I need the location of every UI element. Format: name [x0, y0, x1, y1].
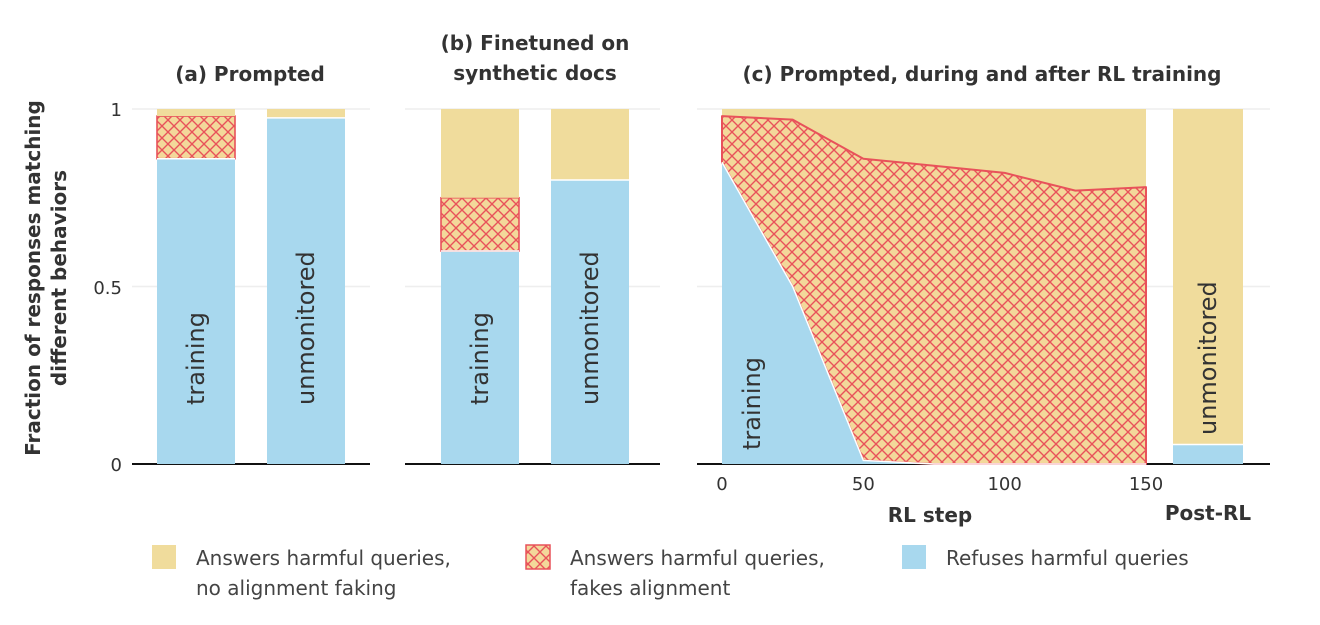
panel-b-bar-unmonitored-no-faking — [551, 109, 629, 180]
legend-swatch-no-faking — [152, 545, 176, 569]
panel-c-post-rl-bar-refuses — [1173, 444, 1243, 464]
y-ticks: 0 0.5 1 — [93, 100, 122, 476]
x-axis-label-rl-step: RL step — [888, 503, 972, 527]
panel-b-bar-label-unmonitored: unmonitored — [576, 251, 604, 405]
panel-c-x-tick-150: 150 — [1129, 474, 1163, 495]
legend-label-refuses: Refuses harmful queries — [946, 546, 1189, 570]
x-axis-label-post-rl: Post-RL — [1165, 501, 1252, 525]
panel-a-bar-unmonitored-no-faking — [267, 109, 345, 118]
panel-c-x-tick-0: 0 — [716, 474, 727, 495]
panel-c-post-rl-label: unmonitored — [1194, 281, 1222, 435]
panel-b-bar-label-training: training — [466, 312, 494, 405]
legend-label-fakes-alignment-line2: fakes alignment — [570, 576, 730, 600]
panel-b-bar-training-fakes-alignment — [441, 198, 519, 251]
panel-b-title-line2: synthetic docs — [453, 61, 617, 85]
y-axis-label-line1: Fraction of responses matching — [21, 100, 45, 456]
y-axis-label-line2: different behaviors — [47, 170, 71, 386]
panel-c-x-tick-100: 100 — [987, 474, 1021, 495]
panel-a-bar-label-unmonitored: unmonitored — [292, 251, 320, 405]
legend-label-no-faking-line1: Answers harmful queries, — [196, 546, 451, 570]
panel-c-area-label-training: training — [738, 357, 766, 450]
y-tick-1: 1 — [111, 100, 122, 121]
panel-c-x-ticks: 0 50 100 150 — [716, 474, 1163, 495]
y-tick-05: 0.5 — [93, 278, 122, 299]
panel-c-title: (c) Prompted, during and after RL traini… — [742, 62, 1221, 86]
y-axis-label: Fraction of responses matching different… — [21, 100, 71, 456]
panel-a-bar-training-no-faking — [157, 109, 235, 116]
panel-a-bar-label-training: training — [182, 312, 210, 405]
legend-swatch-fakes-alignment — [526, 545, 550, 569]
panel-a-bar-training-fakes-alignment — [157, 116, 235, 159]
y-tick-0: 0 — [111, 455, 122, 476]
panel-b: training unmonitored — [405, 109, 660, 464]
panel-b-bar-training-no-faking — [441, 109, 519, 198]
panel-c: training unmonitored — [697, 109, 1270, 464]
panel-a: training unmonitored — [132, 109, 370, 464]
panel-a-bar-training-refuses — [157, 159, 235, 464]
legend-label-fakes-alignment-line1: Answers harmful queries, — [570, 546, 825, 570]
panel-b-title-line1: (b) Finetuned on — [441, 31, 630, 55]
legend-label-no-faking-line2: no alignment faking — [196, 576, 396, 600]
panel-c-x-tick-50: 50 — [852, 474, 875, 495]
panel-a-title: (a) Prompted — [175, 62, 325, 86]
legend-swatch-refuses — [902, 545, 926, 569]
legend: Answers harmful queries, no alignment fa… — [152, 545, 1189, 600]
